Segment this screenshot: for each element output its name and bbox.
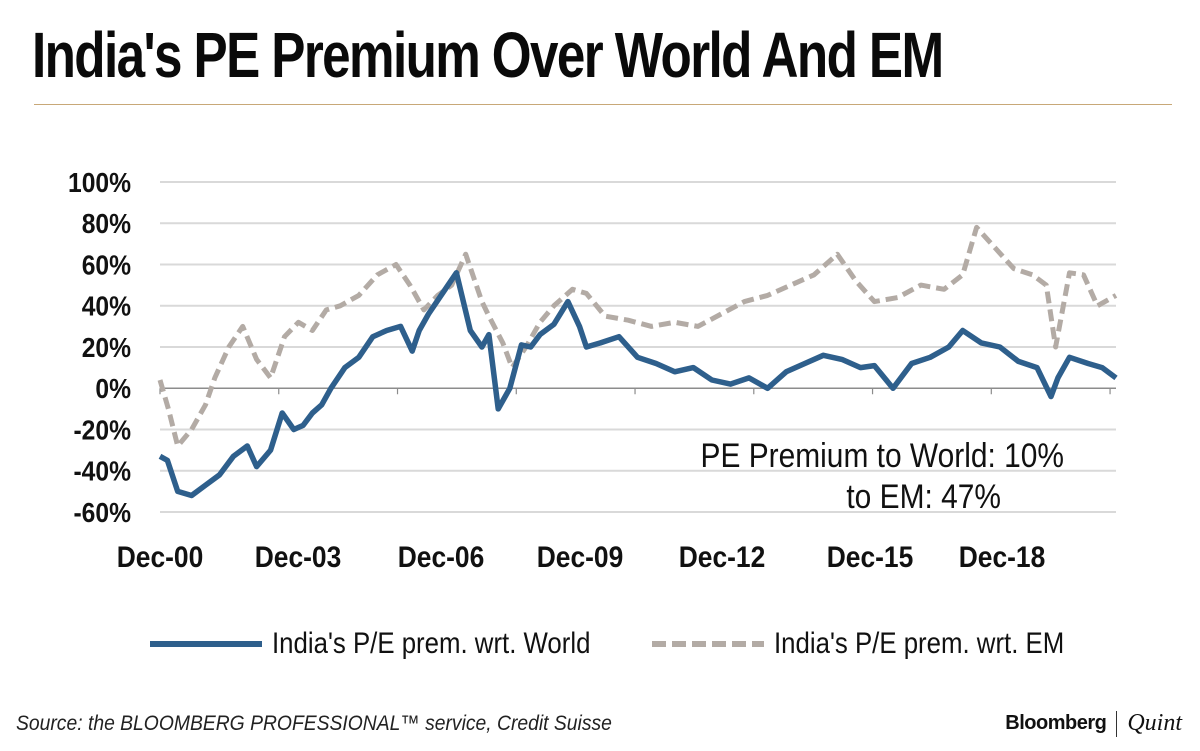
y-tick-label: -20% <box>73 414 131 446</box>
annotation-world: PE Premium to World: 10% <box>700 436 1064 474</box>
chart-annotation: PE Premium to World: 10%to EM: 47% <box>700 436 1064 515</box>
x-tick-label: Dec-09 <box>537 539 624 573</box>
line-chart: 100%80%60%40%20%0%-20%-40%-60% Dec-00 Dec… <box>68 167 1118 573</box>
x-tick-label: Dec-12 <box>679 539 766 573</box>
chart-series <box>157 224 1118 499</box>
x-tick-label: Dec-03 <box>255 539 342 573</box>
y-tick-label: 80% <box>82 208 131 240</box>
legend-label-world: India's P/E prem. wrt. World <box>272 627 591 660</box>
x-tick-label: Dec-00 <box>117 539 204 573</box>
legend-swatch-world <box>150 641 262 647</box>
y-tick-label: 60% <box>82 249 131 281</box>
legend-item-world: India's P/E prem. wrt. World <box>150 622 642 666</box>
y-tick-label: 40% <box>82 290 131 322</box>
x-tick-label: Dec-15 <box>827 539 914 573</box>
legend-item-em: India's P/E prem. wrt. EM <box>652 622 1112 666</box>
x-tick-label: Dec-06 <box>398 539 485 573</box>
brand-bloomberg: Bloomberg <box>1005 712 1107 734</box>
y-tick-label: -40% <box>73 455 131 487</box>
annotation-em: to EM: 47% <box>846 477 1001 515</box>
title-divider <box>34 104 1172 105</box>
y-tick-label: 100% <box>68 167 131 199</box>
brand-logo: Bloomberg Quint <box>1005 710 1182 737</box>
y-tick-label: 0% <box>95 373 131 405</box>
y-tick-label: 20% <box>82 332 131 364</box>
x-tick-label: Dec-18 <box>959 539 1046 573</box>
x-axis-tick-labels: Dec-00 Dec-03 Dec-06 Dec-09 Dec-12 Dec-15 Dec-… <box>117 539 1046 573</box>
series-line-em <box>157 224 1118 449</box>
y-tick-label: -60% <box>73 497 131 529</box>
legend-swatch-em <box>652 641 764 647</box>
brand-quint: Quint <box>1127 710 1182 736</box>
legend-label-em: India's P/E prem. wrt. EM <box>774 627 1065 660</box>
page-title: India's PE Premium Over World And EM <box>32 19 944 91</box>
y-axis-tick-labels: 100% 80% 60% 40% 20% 0% -20% -40% -60% <box>68 167 131 529</box>
brand-separator <box>1116 710 1118 737</box>
series-line-world <box>158 270 1118 499</box>
chart-gridlines <box>159 181 1116 513</box>
source-note: Source: the BLOOMBERG PROFESSIONAL™ serv… <box>16 712 612 735</box>
